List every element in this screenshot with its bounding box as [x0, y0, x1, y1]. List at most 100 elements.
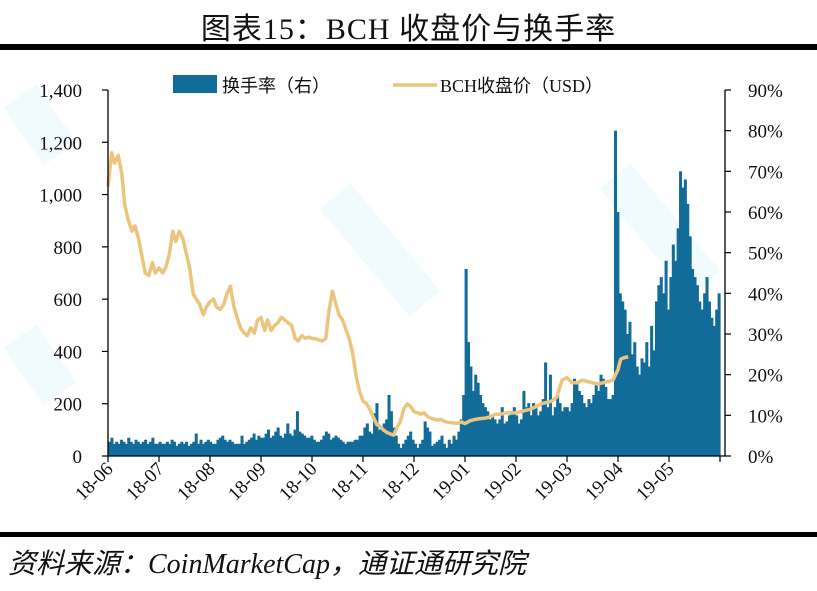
turnover-bar: [464, 268, 468, 456]
turnover-bar: [110, 437, 114, 456]
y-right-tick-label: 0%: [748, 447, 774, 468]
turnover-bar: [640, 358, 644, 456]
turnover-bar: [669, 277, 673, 456]
y-right-tick-label: 30%: [748, 325, 783, 346]
turnover-bar: [421, 439, 425, 456]
y-left-tick-label: 0: [73, 447, 83, 468]
turnover-bar: [563, 407, 567, 456]
turnover-bar: [426, 427, 430, 456]
turnover-bar: [228, 439, 232, 456]
turnover-bar: [551, 415, 555, 456]
turnover-bar: [597, 390, 601, 456]
turnover-bar: [717, 293, 721, 456]
x-tick-label: 18-09: [224, 459, 270, 505]
turnover-bar: [416, 447, 420, 456]
turnover-bar: [657, 285, 661, 456]
turnover-bar: [479, 395, 483, 456]
chart-title: 图表15：BCH 收盘价与换手率: [200, 13, 617, 46]
turnover-bar: [332, 437, 336, 456]
turnover-bar: [633, 342, 637, 456]
turnover-bar: [630, 354, 634, 456]
turnover-bar: [295, 411, 299, 456]
turnover-bar: [503, 423, 507, 456]
turnover-bar: [156, 443, 160, 456]
turnover-bar: [238, 443, 242, 456]
x-tick-label: 18-07: [122, 459, 168, 505]
turnover-bar: [650, 325, 654, 456]
turnover-bar: [642, 362, 646, 456]
x-tick-label: 18-10: [275, 459, 321, 505]
y-left-tick-label: 800: [54, 238, 83, 259]
turnover-bar: [269, 437, 273, 456]
turnover-bar: [433, 443, 437, 456]
turnover-bar: [582, 403, 586, 456]
turnover-bar: [392, 427, 396, 456]
turnover-bar: [705, 277, 709, 456]
turnover-bar: [715, 309, 719, 456]
turnover-bar: [124, 443, 128, 456]
turnover-bar: [233, 443, 237, 456]
turnover-bar: [529, 415, 533, 456]
turnover-bar: [524, 407, 528, 456]
legend-bar-label: 换手率（右）: [222, 76, 330, 96]
turnover-bar: [317, 441, 321, 456]
turnover-bar: [303, 435, 307, 456]
turnover-bar: [652, 350, 656, 456]
turnover-bar: [368, 431, 372, 456]
turnover-bar: [177, 443, 181, 456]
turnover-bar: [286, 423, 290, 456]
turnover-bar: [108, 441, 112, 456]
y-left-tick-label: 600: [54, 290, 83, 311]
x-tick-label: 19-03: [530, 459, 576, 505]
turnover-bar: [235, 443, 239, 456]
turnover-bar: [281, 437, 285, 456]
y-left-tick-label: 400: [54, 342, 83, 363]
turnover-bar: [544, 362, 548, 456]
turnover-bar: [654, 301, 658, 456]
turnover-bar: [505, 421, 509, 456]
turnover-bar: [560, 411, 564, 456]
turnover-bar: [493, 419, 497, 456]
turnover-bar: [710, 317, 714, 456]
turnover-bar: [626, 334, 630, 456]
turnover-bar: [539, 411, 543, 456]
y-right-tick-label: 20%: [748, 366, 783, 387]
turnover-bar: [577, 390, 581, 456]
turnover-bar: [558, 403, 562, 456]
turnover-bar: [517, 423, 521, 456]
turnover-bar: [363, 427, 367, 456]
turnover-bars: [108, 130, 721, 457]
turnover-bar: [315, 441, 319, 456]
turnover-bar: [274, 431, 278, 456]
turnover-bar: [594, 382, 598, 456]
turnover-bar: [250, 437, 254, 456]
turnover-bar: [573, 378, 577, 456]
turnover-bar: [507, 415, 511, 456]
turnover-bar: [385, 419, 389, 456]
y-left-tick-label: 1,000: [39, 186, 82, 207]
turnover-bar: [397, 443, 401, 456]
turnover-bar: [373, 413, 377, 456]
turnover-bar: [129, 441, 133, 456]
turnover-bar: [353, 439, 357, 456]
turnover-bar: [695, 285, 699, 456]
turnover-bar: [568, 411, 572, 456]
turnover-bar: [153, 443, 157, 456]
turnover-bar: [606, 399, 610, 456]
turnover-bar: [520, 419, 524, 456]
y-right-tick-label: 70%: [748, 162, 783, 183]
turnover-bar: [276, 427, 280, 456]
turnover-bar: [628, 321, 632, 456]
turnover-bar: [418, 443, 422, 456]
turnover-bar: [469, 366, 473, 456]
turnover-bar: [245, 441, 249, 456]
turnover-bar: [298, 431, 302, 456]
turnover-bar: [471, 390, 475, 456]
y-right-tick-label: 10%: [748, 406, 783, 427]
turnover-bar: [495, 423, 499, 456]
x-tick-label: 19-05: [632, 459, 678, 505]
turnover-bar: [454, 439, 458, 456]
turnover-bar: [486, 411, 490, 456]
turnover-bar: [556, 395, 560, 456]
turnover-bar: [664, 260, 668, 456]
